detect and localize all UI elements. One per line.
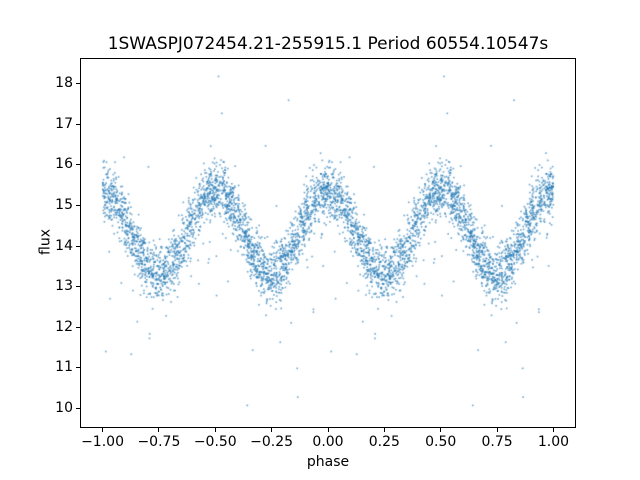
x-tick-label: −0.25 — [250, 434, 294, 450]
x-tick-label: 0.25 — [368, 434, 400, 450]
x-tick — [102, 428, 104, 432]
y-tick — [76, 286, 80, 288]
y-tick-label: 12 — [55, 318, 73, 335]
y-tick-label: 17 — [55, 115, 73, 132]
y-tick — [76, 204, 80, 206]
x-tick — [552, 428, 554, 432]
x-tick — [327, 428, 329, 432]
scatter-points-canvas — [80, 58, 576, 428]
y-tick-label: 13 — [55, 278, 73, 295]
y-tick — [76, 123, 80, 125]
y-tick — [76, 367, 80, 369]
y-tick-label: 16 — [55, 156, 73, 173]
y-tick — [76, 407, 80, 409]
y-tick-label: 11 — [55, 359, 73, 376]
x-tick-label: −0.50 — [193, 434, 237, 450]
x-tick — [440, 428, 442, 432]
y-tick — [76, 164, 80, 166]
x-tick — [214, 428, 216, 432]
x-tick-label: 0.50 — [425, 434, 457, 450]
y-tick-label: 14 — [55, 237, 73, 254]
x-tick — [158, 428, 160, 432]
chart-title: 1SWASPJ072454.21-255915.1 Period 60554.1… — [107, 34, 549, 54]
x-tick-label: 1.00 — [537, 434, 570, 450]
x-tick-label: 0.75 — [481, 434, 513, 450]
y-tick-label: 18 — [55, 75, 73, 92]
y-tick — [76, 245, 80, 247]
x-tick-label: −1.00 — [81, 434, 124, 450]
x-tick-label: −0.75 — [137, 434, 181, 450]
y-tick — [76, 326, 80, 328]
x-tick — [496, 428, 498, 432]
x-tick — [383, 428, 385, 432]
y-tick — [76, 83, 80, 85]
y-tick-label: 10 — [55, 399, 73, 416]
y-tick-label: 15 — [55, 196, 73, 213]
x-tick — [271, 428, 273, 432]
x-tick-label: 0.00 — [312, 434, 344, 450]
x-axis-label: phase — [306, 454, 350, 470]
